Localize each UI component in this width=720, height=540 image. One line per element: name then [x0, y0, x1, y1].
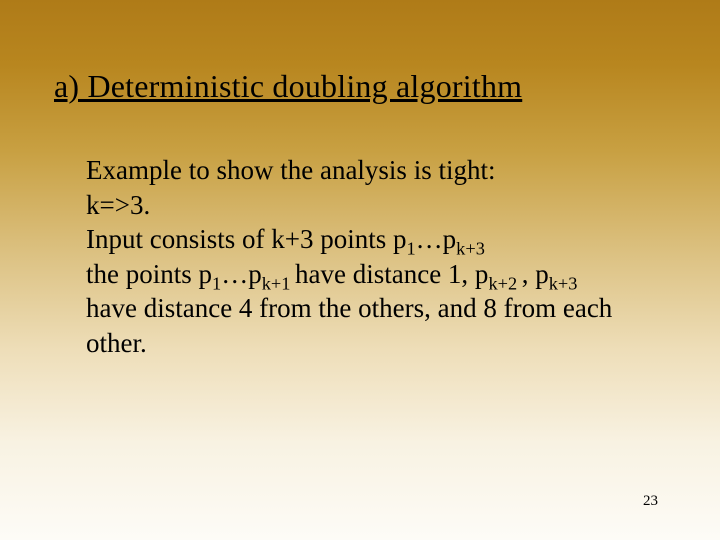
body-line-1: Example to show the analysis is tight:: [86, 153, 666, 188]
body-line-4: the points p1…pk+1 have distance 1, pk+2…: [86, 257, 666, 292]
subscript: k+3: [456, 238, 485, 258]
body-line-2: k=>3.: [86, 188, 666, 223]
slide-title: a) Deterministic doubling algorithm: [54, 68, 666, 105]
page-number: 23: [643, 493, 658, 510]
subscript: k+2: [488, 273, 521, 293]
text: …p: [416, 224, 457, 254]
text: …p: [221, 259, 262, 289]
body-line-3: Input consists of k+3 points p1…pk+3: [86, 222, 666, 257]
subscript: k+3: [549, 273, 578, 293]
subscript: 1: [212, 273, 221, 293]
text: , p: [522, 259, 549, 289]
text: have distance 1, p: [295, 259, 488, 289]
slide-body: Example to show the analysis is tight: k…: [86, 153, 666, 360]
body-line-5: have distance 4 from the others, and 8 f…: [86, 291, 666, 360]
slide: a) Deterministic doubling algorithm Exam…: [0, 0, 720, 540]
text: the points p: [86, 259, 212, 289]
subscript: 1: [406, 238, 415, 258]
subscript: k+1: [262, 273, 295, 293]
text: Input consists of k+3 points p: [86, 224, 406, 254]
